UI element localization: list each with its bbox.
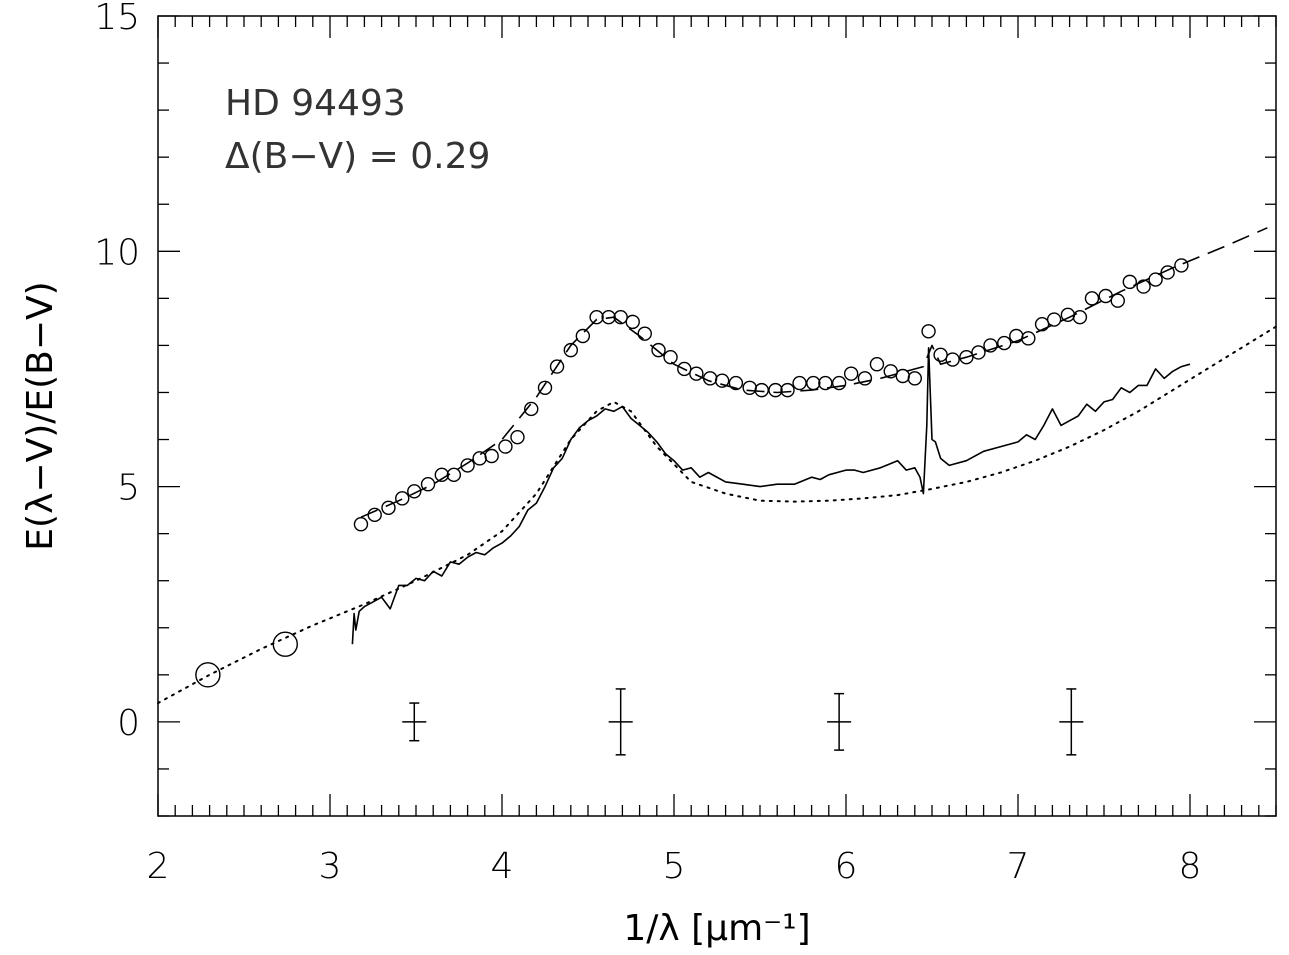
y-tick-label: 5 (117, 468, 140, 509)
x-tick-label: 2 (147, 846, 170, 887)
data-point (1136, 279, 1151, 294)
data-point (831, 375, 847, 391)
data-point (460, 458, 475, 473)
data-point (549, 359, 565, 374)
data-point (983, 338, 998, 353)
data-point (843, 366, 859, 381)
annotation-color-excess: Δ(B−V) = 0.29 (225, 136, 490, 177)
data-point (959, 349, 974, 365)
data-point (563, 342, 578, 358)
data-point (510, 429, 525, 445)
data-point (407, 484, 422, 499)
data-point (1034, 317, 1050, 332)
data-point (689, 366, 704, 381)
data-point (742, 380, 757, 395)
data-point (754, 382, 769, 398)
data-point (575, 328, 591, 344)
data-point (869, 357, 885, 372)
x-tick-label: 5 (663, 846, 686, 887)
data-point (1084, 291, 1100, 306)
data-point (353, 517, 369, 532)
photometric-point (195, 662, 221, 688)
data-point (537, 380, 553, 395)
data-point (907, 371, 922, 386)
data-point (367, 507, 382, 523)
x-axis-title: 1/λ [μm⁻¹] (623, 908, 810, 949)
y-tick-label: 10 (94, 232, 140, 273)
data-point (1072, 309, 1088, 325)
data-point (589, 309, 604, 325)
data-point (971, 345, 986, 360)
annotation-star-name: HD 94493 (225, 83, 406, 124)
data-point (498, 439, 513, 454)
x-tick-label: 8 (1179, 846, 1202, 887)
y-tick-label: 0 (117, 703, 140, 744)
data-point (728, 375, 744, 391)
x-tick-label: 3 (319, 846, 342, 887)
data-point (857, 371, 873, 386)
data-point (806, 375, 821, 391)
data-point (883, 364, 898, 379)
data-point (1122, 274, 1138, 290)
data-point (637, 326, 652, 341)
y-axis-title: E(λ−V)/E(B−V) (20, 281, 61, 550)
axis-ticks (157, 15, 1277, 817)
y-tick-labels: 0 5 10 15 (94, 0, 140, 744)
data-point (768, 382, 783, 398)
data-point (921, 324, 936, 339)
data-point (1046, 312, 1062, 327)
plot-frame (157, 15, 1277, 817)
data-point (677, 361, 692, 377)
data-point (780, 382, 795, 398)
data-point (1110, 293, 1125, 308)
error-bars (402, 688, 1084, 756)
data-point (997, 335, 1012, 351)
data-point (651, 342, 666, 358)
x-tick-label: 7 (1007, 846, 1030, 887)
data-point (714, 373, 730, 388)
data-point (381, 500, 396, 515)
data-point (945, 352, 960, 367)
data-point (420, 477, 436, 492)
x-tick-labels: 2 3 4 5 6 7 8 (147, 846, 1202, 887)
data-point (702, 371, 718, 386)
x-tick-label: 4 (491, 846, 514, 887)
data-point (1174, 258, 1189, 273)
data-point (663, 349, 678, 365)
data-point (625, 314, 640, 330)
data-series (157, 227, 1277, 705)
data-point (792, 375, 807, 391)
solid-curve (351, 347, 1191, 645)
data-point (601, 309, 616, 325)
data-point (472, 451, 487, 466)
dotted-curve (157, 325, 1277, 705)
photometric-point (272, 631, 298, 657)
y-tick-label: 15 (94, 0, 140, 38)
dashed-curve (360, 227, 1268, 518)
data-point (524, 401, 539, 417)
data-point (395, 491, 410, 506)
data-point (818, 375, 833, 391)
data-point (1148, 272, 1163, 287)
data-point (484, 448, 499, 464)
x-tick-label: 6 (835, 846, 858, 887)
data-point (933, 347, 948, 363)
